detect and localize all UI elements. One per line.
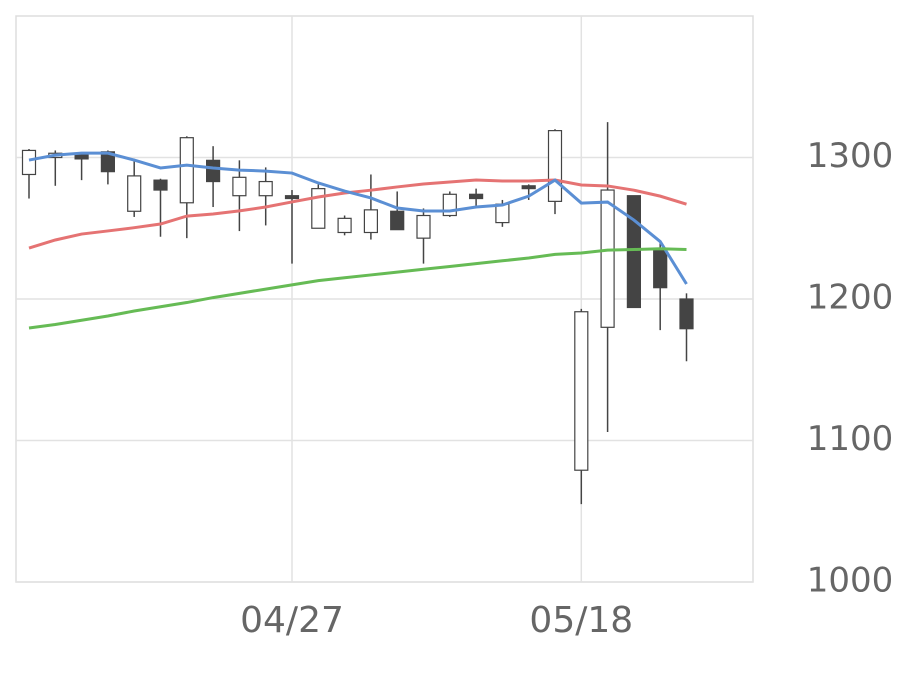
y-tick-label: 1000 (807, 561, 894, 601)
candle-body (679, 298, 694, 330)
x-tick-label: 04/27 (240, 600, 344, 641)
candle-body (521, 185, 536, 190)
moving-average-line (28, 151, 688, 285)
candle-body (469, 193, 484, 200)
candle-body (416, 214, 431, 239)
y-tick-label: 1300 (807, 136, 894, 176)
candle-body (153, 179, 168, 191)
candle-body (363, 209, 378, 234)
candle-body (21, 149, 37, 176)
candle-body (390, 210, 405, 231)
candle-body (653, 248, 668, 289)
x-tick-label: 05/18 (529, 600, 633, 641)
candle-body (284, 195, 300, 200)
candle-body (232, 176, 247, 197)
candle-body (495, 203, 510, 224)
y-tick-label: 1200 (807, 278, 894, 318)
candle-body (127, 175, 142, 212)
candle-body (337, 217, 352, 234)
candle-body (74, 154, 89, 160)
moving-average-line (28, 178, 687, 250)
candle-body (258, 180, 273, 197)
candle-body (547, 130, 563, 202)
candle-body (206, 159, 221, 183)
candle-body (574, 311, 589, 471)
candle-body (600, 189, 615, 328)
candle-body (626, 195, 642, 309)
y-tick-label: 1100 (807, 419, 894, 459)
candle-body (311, 188, 326, 229)
moving-average-line (28, 247, 687, 330)
candle-body (179, 137, 194, 204)
